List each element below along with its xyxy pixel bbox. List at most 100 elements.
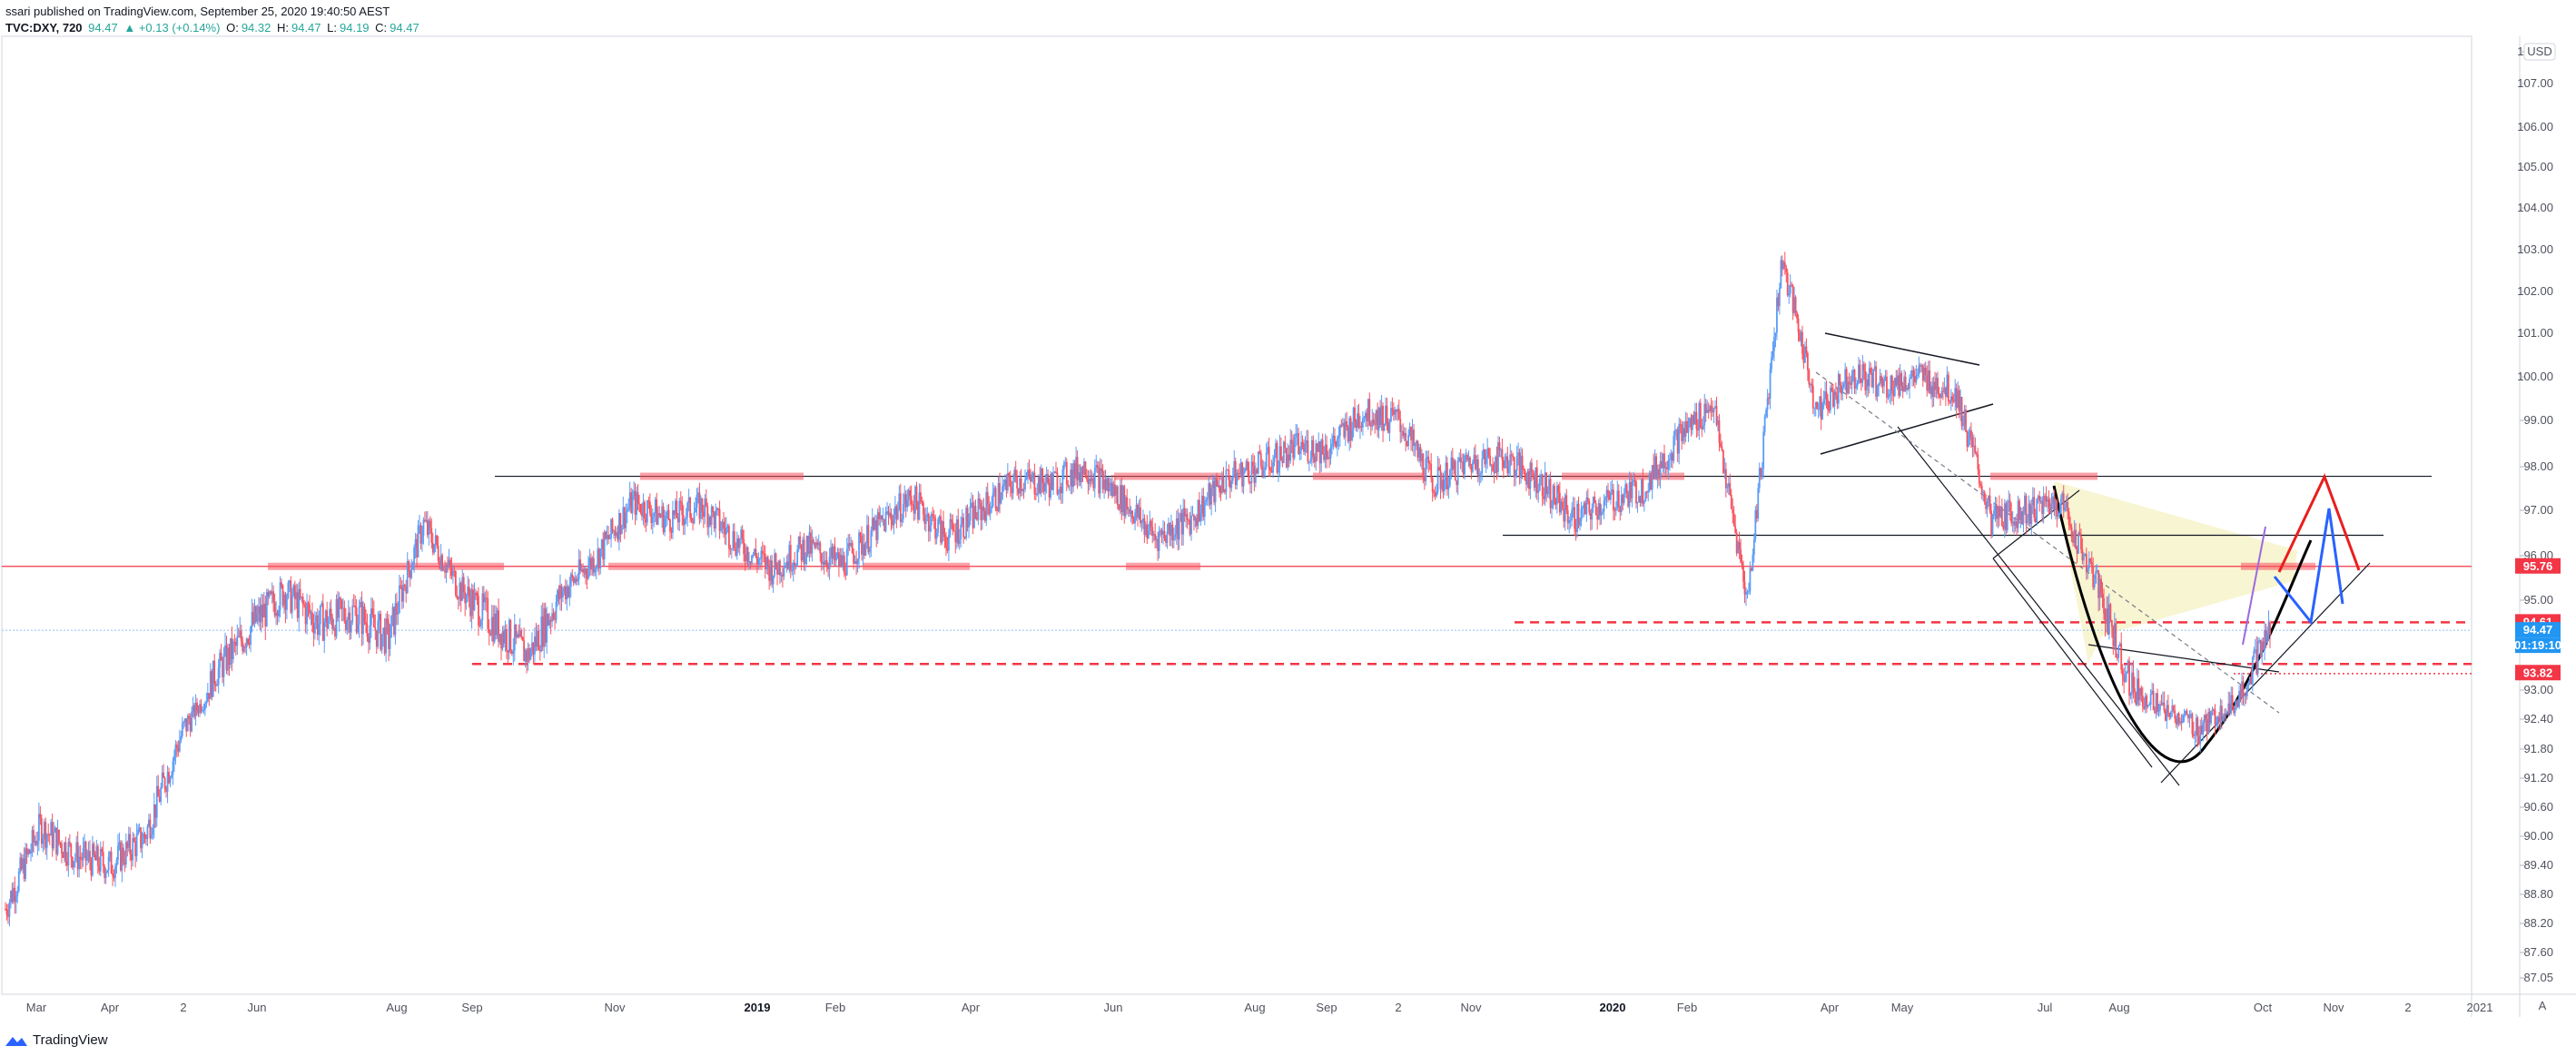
candle-body xyxy=(1392,410,1395,415)
candle-body xyxy=(2081,549,2084,561)
candle-body xyxy=(1832,390,1834,407)
candles-layer xyxy=(5,252,2271,927)
candle-body xyxy=(311,612,313,625)
candle-body xyxy=(199,704,201,714)
candle-body xyxy=(1366,412,1368,421)
candle-body xyxy=(2259,640,2262,657)
candle-body xyxy=(360,601,363,635)
candle-body xyxy=(211,671,213,697)
candle-body xyxy=(1596,515,1599,520)
candle-body xyxy=(1855,387,1857,389)
candle-body xyxy=(1543,495,1545,499)
candle-body xyxy=(1170,524,1172,537)
candle-body xyxy=(447,565,449,567)
candle-body xyxy=(535,636,538,647)
candle-body xyxy=(2177,713,2180,724)
candle-body xyxy=(1229,479,1231,489)
candle-body xyxy=(1450,457,1453,469)
candle-body xyxy=(1977,454,1979,470)
projection-arrow-purple xyxy=(2242,526,2266,646)
candle-body xyxy=(2078,532,2081,537)
candle-body xyxy=(1000,498,1002,504)
candle-body xyxy=(1234,460,1237,486)
candle-body xyxy=(659,515,662,518)
candle-body xyxy=(410,569,413,578)
candle-body xyxy=(764,553,766,570)
candle-body xyxy=(487,598,489,629)
candle-body xyxy=(194,702,197,717)
candle-body xyxy=(436,535,439,546)
footer-brand[interactable]: TradingView xyxy=(4,1032,108,1048)
candle-body xyxy=(11,891,14,903)
candle-body xyxy=(886,511,888,513)
candle-body xyxy=(1673,429,1676,437)
candle-body xyxy=(1120,485,1123,513)
candle-body xyxy=(1341,422,1344,426)
candle-body xyxy=(791,570,794,572)
candle-body xyxy=(2087,558,2090,568)
candle-body xyxy=(2064,507,2067,511)
candle-body xyxy=(2080,536,2082,550)
candle-body xyxy=(439,555,442,568)
price-tick-label: 91.20 xyxy=(2523,771,2553,785)
candle-body xyxy=(922,502,924,515)
candle-body xyxy=(1729,483,1732,495)
candle-body xyxy=(906,499,909,508)
candle-body xyxy=(48,834,51,836)
candle-body xyxy=(1500,449,1502,450)
candle-body xyxy=(1349,418,1352,440)
candle-body xyxy=(148,819,150,827)
candle-body xyxy=(196,702,198,711)
candle-body xyxy=(745,547,747,561)
currency-button[interactable] xyxy=(2523,43,2556,61)
candle-body xyxy=(1974,445,1977,453)
candle-body xyxy=(721,521,724,529)
candle-body xyxy=(1436,491,1437,497)
candle-body xyxy=(1208,483,1210,498)
candle-body xyxy=(909,489,912,497)
time-axis[interactable]: Mar Apr 2 Jun Aug Sep Nov 2019 Feb Apr Jun Aug Sep 2 N… xyxy=(26,1001,2493,1014)
candle-body xyxy=(802,539,804,561)
candle-body xyxy=(1124,497,1127,517)
candle-body xyxy=(341,599,343,609)
candle-body xyxy=(564,586,567,600)
candle-body xyxy=(1410,427,1412,440)
candle-body xyxy=(2049,507,2051,514)
auto-scale-button[interactable]: A xyxy=(2539,999,2547,1012)
candle-body xyxy=(1762,431,1765,469)
projection-arrow-blue xyxy=(2273,508,2344,626)
candle-body xyxy=(1975,452,1978,455)
candle-body xyxy=(873,518,875,530)
candle-body xyxy=(751,555,753,564)
candle-body xyxy=(1616,490,1619,508)
candle-body xyxy=(1937,378,1939,394)
candle-body xyxy=(1966,431,1969,447)
candle-body xyxy=(599,548,602,569)
candle-body xyxy=(2152,690,2155,711)
symbol-label[interactable]: TVC:DXY, 720 xyxy=(5,21,83,35)
candle-body xyxy=(17,871,20,892)
candle-body xyxy=(1479,473,1482,475)
candle-body xyxy=(1327,457,1329,459)
price-tag: 94.47 xyxy=(2515,622,2561,638)
candle-body xyxy=(1868,368,1870,387)
candle-body xyxy=(2108,604,2110,635)
candle-body xyxy=(1430,464,1433,479)
candle-body xyxy=(79,856,82,859)
candle-body xyxy=(450,567,453,577)
candle-body xyxy=(1395,409,1397,412)
candle-body xyxy=(1348,418,1351,442)
candle-body xyxy=(881,515,883,520)
candle-body xyxy=(327,620,330,629)
candle-body xyxy=(175,745,178,748)
candle-body xyxy=(1147,530,1150,538)
candle-body xyxy=(2000,507,2003,526)
price-axis[interactable]: 87.0587.6088.2088.8089.4090.0090.6091.20… xyxy=(2517,44,2553,984)
candle-body xyxy=(513,624,516,651)
candle-body xyxy=(115,860,118,866)
candle-body xyxy=(53,832,55,849)
candle-body xyxy=(16,891,19,897)
candle-body xyxy=(1982,492,1985,494)
candle-body xyxy=(209,671,212,699)
